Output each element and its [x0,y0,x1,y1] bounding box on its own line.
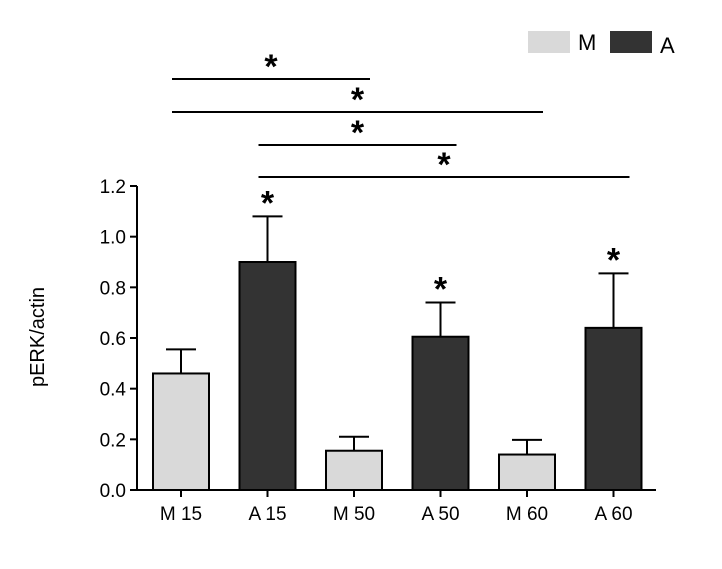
significance-brackets: **** [172,48,630,184]
bar-significance-star: * [261,184,275,222]
x-tick-label: M 15 [160,504,202,525]
x-tick-label: A 60 [594,504,632,525]
y-axis-label: pERK/actin [27,287,49,387]
y-tick-label: 0.2 [100,430,126,451]
legend-swatch-m [528,31,570,53]
x-tick-label: A 50 [421,504,459,525]
bar [498,453,556,491]
legend-label-a: A [660,33,675,58]
y-tick-label: 1.0 [100,228,126,249]
x-tick-label: A 15 [248,504,286,525]
y-tick-label: 0.8 [100,278,126,299]
x-tick-label: M 50 [333,504,375,525]
y-tick-label: 0.4 [100,380,127,401]
bar-significance-star: * [434,271,448,309]
comparison-star: * [351,114,365,152]
bar-significance-star: * [607,241,621,279]
bar [325,449,383,492]
y-tick-label: 0.6 [100,329,126,350]
comparison-star: * [351,81,365,119]
legend-label-m: M [578,30,596,55]
y-tick-label: 1.2 [100,177,126,198]
bar [584,326,643,491]
axes: 0.0 0.2 0.4 0.6 0.8 1.0 1.2 [100,177,656,502]
comparison-star: * [264,48,278,86]
bar [152,372,210,492]
bar [411,335,470,491]
bars: M 15 A 15 * M 50 A 50 * M 60 A 60 * [152,184,643,525]
x-tick-label: M 60 [506,504,548,525]
y-tick-label: 0.0 [100,481,126,502]
comparison-star: * [437,146,451,184]
legend: M A [528,30,675,58]
legend-swatch-a [610,31,652,53]
bar [238,261,297,491]
